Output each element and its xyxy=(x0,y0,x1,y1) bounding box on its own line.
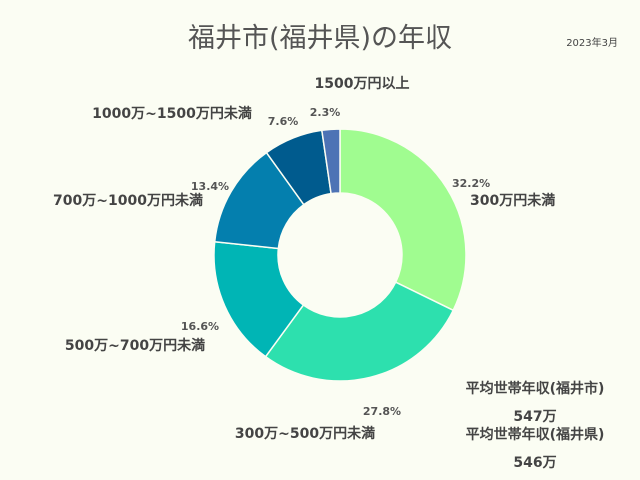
donut-slice xyxy=(320,128,341,195)
category-label: 300万~500万円未満 xyxy=(235,425,375,442)
category-label: 1500万円以上 xyxy=(315,76,410,92)
average-fukui-city-value: 547万 xyxy=(513,409,557,425)
average-fukui-prefecture: 平均世帯年収(福井県) 546万 xyxy=(440,424,630,472)
average-fukui-city-label: 平均世帯年収(福井市) xyxy=(465,381,605,397)
chart-title: 福井市(福井県)の年収 xyxy=(187,23,453,54)
percent-label: 27.8% xyxy=(363,405,401,418)
percent-label: 32.2% xyxy=(452,177,490,190)
donut-slice xyxy=(264,281,455,382)
average-fukui-city: 平均世帯年収(福井市) 547万 xyxy=(440,378,630,426)
percent-label: 2.3% xyxy=(310,106,341,119)
average-fukui-prefecture-value: 546万 xyxy=(513,455,557,471)
category-label: 1000万~1500万円未満 xyxy=(92,105,252,122)
percent-label: 13.4% xyxy=(191,180,229,193)
percent-label: 7.6% xyxy=(268,115,299,128)
donut-slice xyxy=(339,128,467,312)
donut-slice xyxy=(213,240,305,358)
category-label: 500万~700万円未満 xyxy=(65,337,205,354)
category-label: 700万~1000万円未満 xyxy=(53,192,203,209)
date-label: 2023年3月 xyxy=(566,38,618,49)
category-label: 300万円未満 xyxy=(470,192,555,209)
average-fukui-prefecture-label: 平均世帯年収(福井県) xyxy=(465,427,605,443)
percent-label: 16.6% xyxy=(181,320,219,333)
